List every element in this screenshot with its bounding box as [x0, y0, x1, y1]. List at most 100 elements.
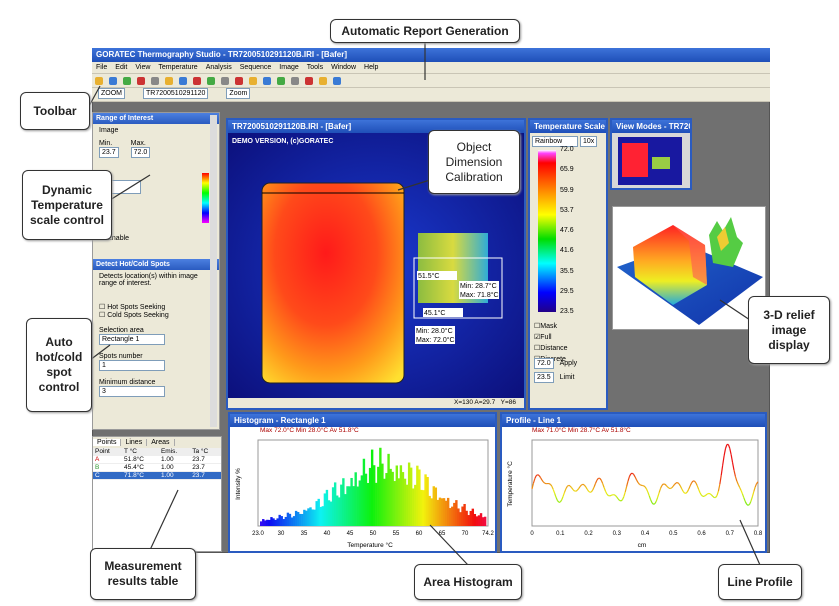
- profile-segment: [670, 487, 673, 490]
- menu-item[interactable]: Edit: [115, 64, 128, 71]
- checkbox-row[interactable]: ☐ Enable: [99, 234, 213, 242]
- tool-button[interactable]: [207, 77, 215, 85]
- tool-button[interactable]: [109, 77, 117, 85]
- tool-button[interactable]: [249, 77, 257, 85]
- profile-segment: [541, 479, 544, 483]
- menu-item[interactable]: Window: [331, 64, 357, 71]
- histogram-bar: [409, 467, 413, 526]
- tool-button[interactable]: [333, 77, 341, 85]
- view-thumbnail: [618, 137, 682, 185]
- profile-segment: [706, 492, 709, 495]
- histogram-bar: [268, 519, 271, 526]
- menu-item[interactable]: Help: [364, 64, 379, 71]
- profile-segment: [696, 485, 700, 490]
- toolbar-field[interactable]: TR7200510291120: [143, 88, 209, 99]
- step-select[interactable]: 10x: [579, 136, 598, 147]
- histogram-bar: [463, 503, 466, 526]
- histogram-bar: [373, 465, 376, 526]
- tool-button[interactable]: [291, 77, 299, 85]
- profile-segment: [592, 486, 595, 491]
- profile-segment: [532, 478, 536, 484]
- tab[interactable]: Lines: [121, 439, 148, 446]
- max-field[interactable]: 72.0: [130, 147, 151, 158]
- histogram-bar: [428, 495, 431, 526]
- tool-button[interactable]: [193, 77, 201, 85]
- histogram-bar: [352, 486, 355, 526]
- tool-button[interactable]: [277, 77, 285, 85]
- menu-item[interactable]: Temperature: [158, 64, 198, 71]
- value-field[interactable]: 23.5: [534, 372, 554, 383]
- histogram-bar: [290, 517, 294, 526]
- menu-item[interactable]: File: [96, 64, 108, 71]
- header-cell: Ta °C: [190, 448, 221, 456]
- profile-segment: [610, 494, 613, 496]
- histogram-bar: [321, 506, 325, 526]
- tool-button[interactable]: [95, 77, 103, 85]
- min-field[interactable]: 23.7: [99, 147, 119, 158]
- tool-button[interactable]: [305, 77, 313, 85]
- profile-segment: [741, 493, 745, 499]
- tool-button[interactable]: [137, 77, 145, 85]
- histogram-bar: [459, 512, 462, 526]
- tool-button[interactable]: [319, 77, 327, 85]
- tool-button[interactable]: [123, 77, 131, 85]
- scale-ticks: 72.0 65.9 59.9 53.7 47.6 41.6 35.5 29.5 23.5: [560, 146, 590, 315]
- tool-button[interactable]: [179, 77, 187, 85]
- tool-button[interactable]: [221, 77, 229, 85]
- toolbar-field[interactable]: ZOOM: [98, 88, 125, 99]
- field[interactable]: Rectangle 1: [99, 334, 165, 345]
- check-option[interactable]: ☐Distance: [534, 345, 568, 352]
- tab[interactable]: Areas: [147, 439, 175, 446]
- histogram-bar: [323, 493, 327, 526]
- menu-item[interactable]: View: [135, 64, 151, 71]
- scrollbar[interactable]: [210, 115, 217, 427]
- menu-item[interactable]: Sequence: [239, 64, 272, 71]
- menu-item[interactable]: Analysis: [205, 64, 232, 71]
- profile-segment: [534, 475, 537, 479]
- profile-segment: [654, 500, 657, 505]
- histogram-bar: [280, 516, 283, 526]
- label: Minimum distance: [99, 379, 156, 386]
- check-option[interactable]: ☑Full: [534, 334, 552, 341]
- value-row: 72.0 Apply: [534, 358, 604, 369]
- toolbar-field[interactable]: Zoom: [226, 88, 251, 99]
- field[interactable]: 1: [99, 360, 165, 371]
- menu-item[interactable]: Image: [279, 64, 299, 71]
- table-row[interactable]: B 45.4°C 1.00 23.7: [93, 463, 221, 472]
- tool-button[interactable]: [235, 77, 243, 85]
- results-table: Point T °C Emis. Ta °C A 51.8°C 1.00 23.7 B 45.4°…: [93, 448, 221, 480]
- histogram-bar: [440, 498, 444, 526]
- histogram-bar: [299, 513, 302, 526]
- value-field[interactable]: 72.0: [534, 358, 554, 369]
- window-title: TR7200510291120B.IRI - [Bafer]: [228, 120, 524, 133]
- profile-segment: [538, 475, 541, 478]
- histogram-bar: [368, 467, 372, 526]
- label: Hot Spots Seeking: [107, 304, 166, 311]
- profile-segment: [576, 488, 580, 491]
- histogram-window: Histogram - Rectangle 1 Max 72.0°C Min 2…: [228, 412, 497, 553]
- profile-segment: [651, 502, 654, 505]
- tab[interactable]: Points: [93, 439, 122, 446]
- label: Apply: [559, 360, 578, 367]
- profile-segment: [751, 491, 755, 498]
- temp-label: Min: 28.0°C: [416, 327, 453, 335]
- label: Image: [99, 127, 119, 134]
- scale-window: Temperature Scale Rainbow 10x 72.0 65.9 59…: [528, 118, 608, 410]
- table-row[interactable]: C 71.8°C 1.00 23.7: [93, 471, 221, 480]
- table-row[interactable]: A 51.8°C 1.00 23.7: [93, 455, 221, 464]
- profile-segment: [743, 497, 746, 502]
- profile-plot: Temperature °C cm 0 0.1 0.2 0.3 0.4 0.5 0.6 0.7…: [506, 439, 763, 549]
- option-row[interactable]: ☐ Hot Spots Seeking: [99, 304, 166, 311]
- tool-button[interactable]: [263, 77, 271, 85]
- tool-button[interactable]: [151, 77, 159, 85]
- histogram-bar: [264, 520, 267, 526]
- histogram-bar: [286, 512, 290, 526]
- histogram-bar: [393, 481, 396, 526]
- option-row[interactable]: ☐ Cold Spots Seeking: [99, 312, 169, 319]
- menu-item[interactable]: Tools: [306, 64, 324, 71]
- check-option[interactable]: ☐Mask: [534, 323, 558, 330]
- temp-label: 51.5°C: [418, 272, 439, 280]
- histogram-bar: [266, 519, 269, 526]
- field[interactable]: 3: [99, 386, 165, 397]
- tool-button[interactable]: [165, 77, 173, 85]
